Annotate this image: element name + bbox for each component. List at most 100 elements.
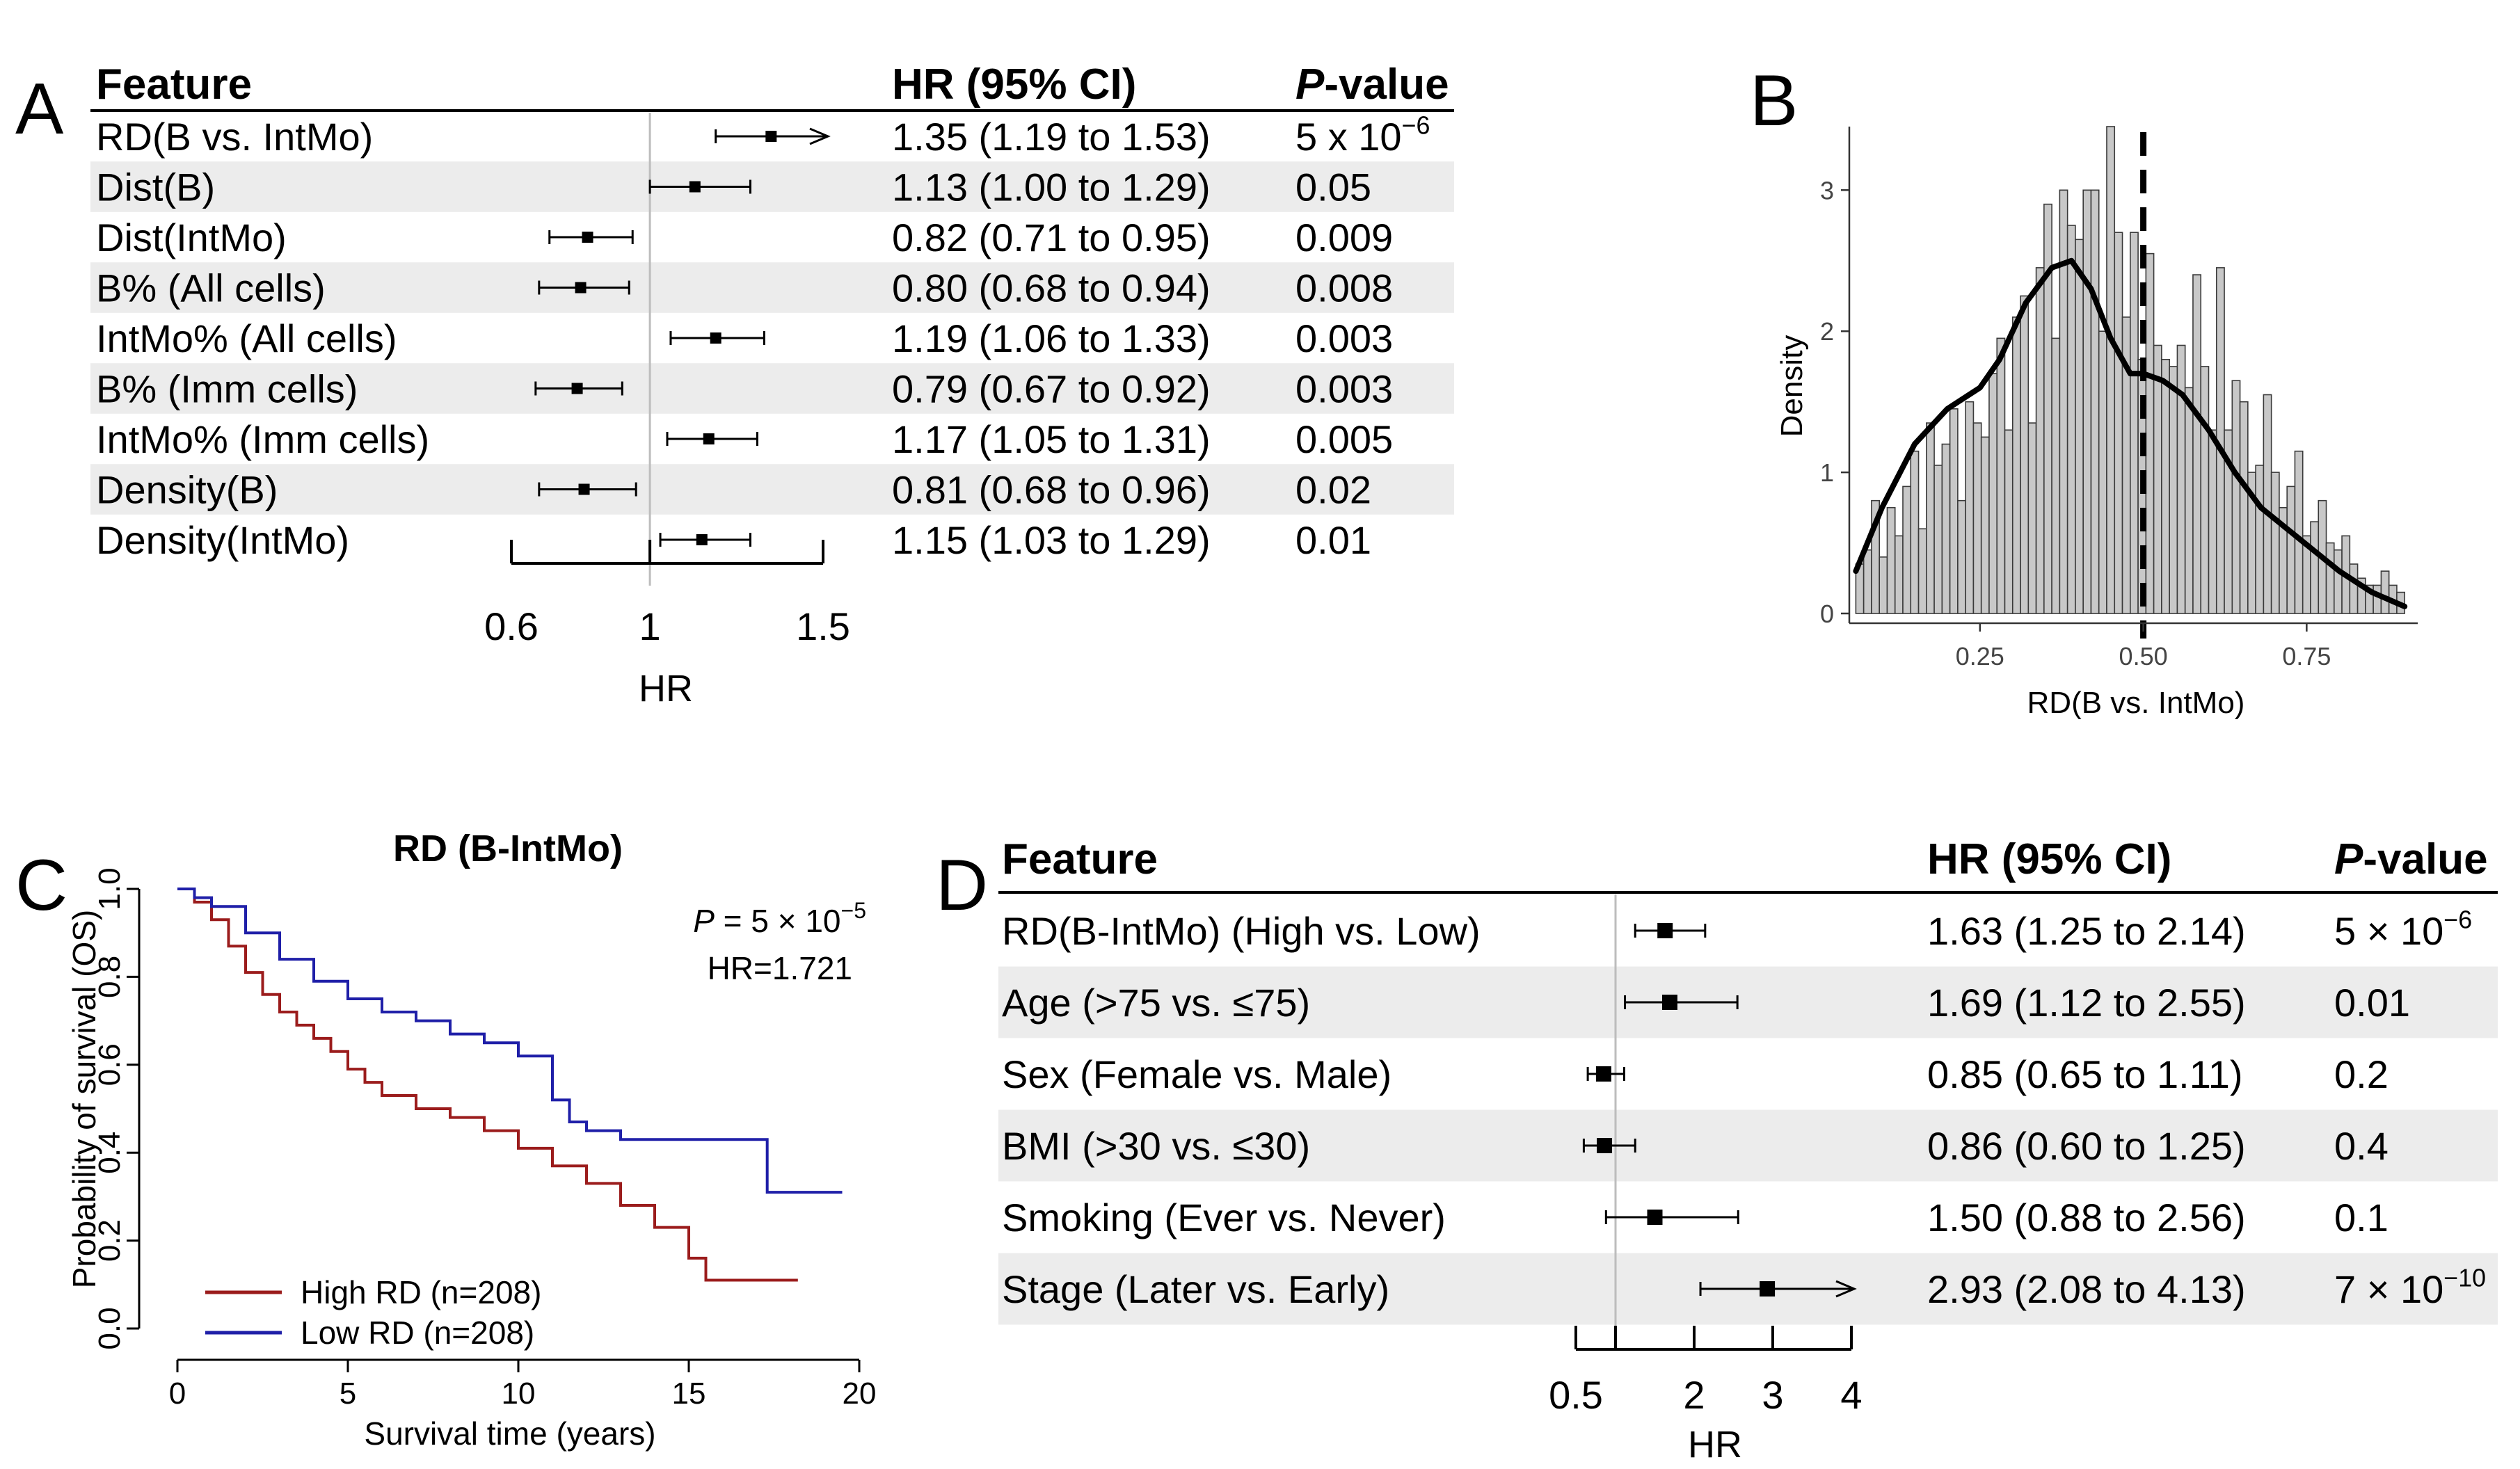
- panel-a-pvalue-text: 0.02: [1295, 468, 1371, 512]
- panel-a-hr-ci-text: 1.13 (1.00 to 1.29): [892, 166, 1211, 209]
- histogram-bar: [2051, 337, 2061, 614]
- panel-d-hr-point: [1661, 995, 1677, 1010]
- panel-a-hr-point: [571, 383, 583, 394]
- histogram-bar: [1988, 373, 1998, 614]
- histogram-bar: [2380, 570, 2390, 614]
- panel-a-hr-point: [696, 534, 708, 545]
- panel-d-axis: 0.5 2 3 4: [1549, 1326, 1863, 1417]
- histogram-bar: [2066, 225, 2076, 614]
- panel-b-plot: 0 1 2 3 0.25 0.50 0.75: [1820, 126, 2418, 671]
- panel-d-axis-tick-label: 4: [1840, 1373, 1862, 1417]
- histogram-bar: [2130, 232, 2139, 614]
- histogram-bar: [2059, 189, 2068, 614]
- histogram-bar: [1910, 450, 1920, 614]
- panel-d-header-feature: Feature: [1002, 835, 1158, 883]
- panel-a-pvalue-text: 0.008: [1295, 266, 1393, 310]
- histogram-bar: [2082, 189, 2092, 614]
- panel-a-feature-label: Density(B): [96, 468, 278, 512]
- panel-c-ytick-label: 0.2: [93, 1219, 127, 1262]
- panel-d-header-pvalue: P-value: [2334, 835, 2488, 883]
- panel-b-ytick-label: 2: [1820, 317, 1834, 346]
- histogram-bar: [1926, 422, 1935, 614]
- panel-d-hr-ci-text: 1.63 (1.25 to 2.14): [1927, 909, 2246, 953]
- panel-c-xtick-label: 15: [672, 1376, 706, 1411]
- panel-a-ci-arrow: [809, 127, 831, 145]
- panel-c-xtick-label: 20: [843, 1376, 877, 1411]
- panel-b-ytick-label: 3: [1820, 176, 1834, 204]
- panel-a-feature-label: RD(B vs. IntMo): [96, 115, 373, 159]
- panel-a-feature-label: Dist(B): [96, 166, 215, 209]
- panel-a-pvalue-text: 0.005: [1295, 417, 1393, 461]
- panel-c: C RD (B-IntMo) 0.0 0.2 0.4 0.6 0.8 1.0 0 5 10 15 2…: [15, 828, 876, 1452]
- panel-d-hr-point: [1760, 1281, 1776, 1297]
- panel-a-feature-label: B% (Imm cells): [96, 367, 358, 411]
- panel-d-header-hr: HR (95% CI): [1927, 835, 2171, 883]
- panel-c-ytick-label: 0.8: [93, 956, 127, 998]
- panel-a-hr-point: [765, 131, 777, 142]
- panel-b: B 0 1 2 3 0.25 0.50 0.75 Density RD(B vs. IntM…: [1750, 61, 2418, 720]
- panel-c-xtick-label: 10: [502, 1376, 536, 1411]
- histogram-bar: [2153, 344, 2162, 614]
- histogram-bar: [1996, 337, 2006, 614]
- panel-a-rows: RD(B vs. IntMo) 1.35 (1.19 to 1.53) 5 x 10…: [90, 112, 1454, 586]
- histogram-bar: [2333, 549, 2343, 614]
- histogram-bar: [2106, 126, 2116, 614]
- panel-b-xtick-label: 0.75: [2282, 642, 2331, 671]
- panel-a-header-pvalue: P-value: [1295, 61, 1449, 109]
- panel-c-letter: C: [15, 845, 67, 926]
- panel-a-row-shade: [90, 262, 1454, 313]
- panel-a-hr-ci-text: 0.82 (0.71 to 0.95): [892, 216, 1211, 259]
- histogram-bar: [2192, 274, 2202, 614]
- histogram-bar: [2090, 189, 2100, 614]
- histogram-bar: [1949, 408, 1959, 614]
- panel-d-pvalue-text: 0.2: [2334, 1052, 2389, 1096]
- survival-curve-low-rd: [177, 888, 843, 1194]
- panel-c-plot: 0.0 0.2 0.4 0.6 0.8 1.0 0 5 10 15 20: [93, 867, 876, 1411]
- histogram-bar: [2325, 542, 2335, 614]
- histogram-bar: [2255, 465, 2265, 614]
- histogram-bar: [2020, 295, 2029, 614]
- histogram-bar: [2145, 252, 2155, 614]
- panel-d-axis-label: HR: [1688, 1424, 1742, 1466]
- panel-a-pvalue-text: 5 x 10−6: [1295, 112, 1430, 159]
- panel-a-feature-label: Dist(IntMo): [96, 216, 287, 259]
- histogram-bar: [1894, 535, 1904, 614]
- panel-a-row-shade: [90, 363, 1454, 414]
- histogram-bar: [1957, 499, 1966, 614]
- panel-a-pvalue-text: 0.003: [1295, 316, 1393, 360]
- panel-a-hr-point: [575, 282, 587, 294]
- legend-label-high: High RD (n=208): [301, 1274, 541, 1310]
- panel-d-hr-ci-text: 0.85 (0.65 to 1.11): [1927, 1052, 2243, 1096]
- panel-a-row-shade: [90, 161, 1454, 212]
- panel-c-hr: HR=1.721: [708, 950, 852, 986]
- panel-a-letter: A: [15, 69, 64, 150]
- panel-a: A Feature HR (95% CI) P-value RD(B vs. I…: [15, 61, 1454, 709]
- panel-d-hr-point: [1597, 1138, 1613, 1153]
- histogram-bar: [2114, 232, 2123, 614]
- panel-a-hr-ci-text: 1.15 (1.03 to 1.29): [892, 518, 1211, 562]
- histogram-bar: [2169, 366, 2178, 614]
- histogram-bar: [2176, 344, 2186, 614]
- panel-a-hr-point: [703, 433, 715, 444]
- panel-b-xtick-label: 0.50: [2119, 642, 2168, 671]
- panel-a-axis-label: HR: [639, 668, 693, 709]
- panel-d-rows: RD(B-IntMo) (High vs. Low) 1.63 (1.25 to …: [998, 894, 2498, 1349]
- panel-d-letter: D: [936, 845, 988, 926]
- histogram-bar: [2231, 380, 2241, 614]
- histogram-bar: [2310, 521, 2320, 614]
- panel-b-ytick-label: 0: [1820, 600, 1834, 628]
- panel-a-hr-point: [578, 483, 590, 495]
- histogram-bar: [1965, 401, 1975, 614]
- panel-d-pvalue-text: 0.1: [2334, 1196, 2389, 1239]
- panel-a-header-hr: HR (95% CI): [892, 61, 1136, 109]
- histogram-bar: [1933, 465, 1943, 614]
- panel-c-ytick-label: 1.0: [93, 867, 127, 910]
- panel-b-ytick-label: 1: [1820, 458, 1834, 487]
- histogram-bar: [2027, 422, 2037, 614]
- panel-a-hr-ci-text: 0.81 (0.68 to 0.96): [892, 468, 1211, 512]
- panel-d-axis-tick-label: 0.5: [1549, 1373, 1603, 1417]
- histogram-bar: [1879, 556, 1888, 614]
- panel-a-pvalue-text: 0.003: [1295, 367, 1393, 411]
- panel-c-ytick-label: 0.0: [93, 1307, 127, 1349]
